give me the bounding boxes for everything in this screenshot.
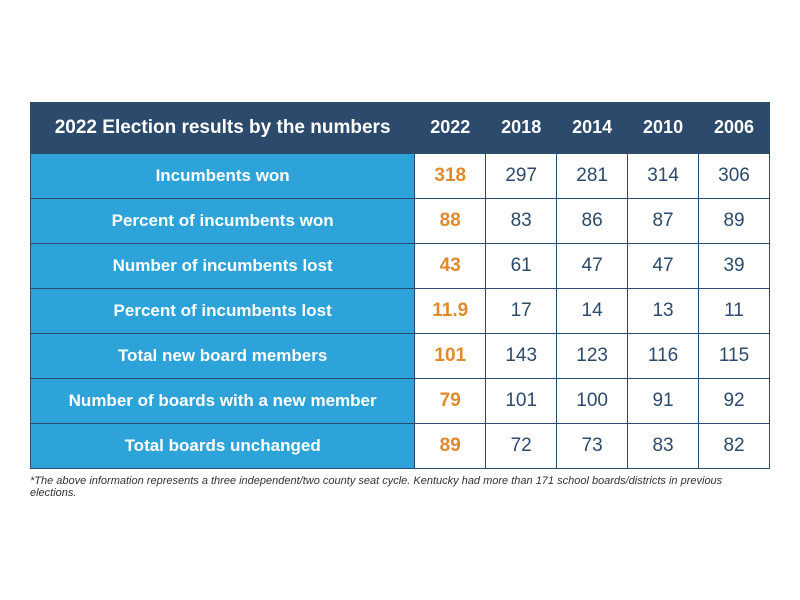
cell-value: 83	[486, 198, 557, 243]
cell-value: 43	[415, 243, 486, 288]
row-label: Total boards unchanged	[31, 423, 415, 468]
cell-value: 79	[415, 378, 486, 423]
cell-value: 115	[699, 333, 770, 378]
cell-value: 61	[486, 243, 557, 288]
cell-value: 143	[486, 333, 557, 378]
cell-value: 116	[628, 333, 699, 378]
year-header: 2010	[628, 102, 699, 153]
table-row: Total new board members101143123116115	[31, 333, 770, 378]
cell-value: 82	[699, 423, 770, 468]
year-header: 2006	[699, 102, 770, 153]
row-label: Percent of incumbents won	[31, 198, 415, 243]
footnote: *The above information represents a thre…	[0, 469, 800, 499]
year-header: 2018	[486, 102, 557, 153]
cell-value: 318	[415, 153, 486, 198]
row-label: Incumbents won	[31, 153, 415, 198]
cell-value: 314	[628, 153, 699, 198]
cell-value: 281	[557, 153, 628, 198]
cell-value: 47	[557, 243, 628, 288]
cell-value: 89	[699, 198, 770, 243]
cell-value: 123	[557, 333, 628, 378]
cell-value: 101	[415, 333, 486, 378]
election-results-table: 2022 Election results by the numbers 202…	[30, 102, 770, 469]
table-row: Percent of incumbents won8883868789	[31, 198, 770, 243]
cell-value: 83	[628, 423, 699, 468]
cell-value: 86	[557, 198, 628, 243]
cell-value: 89	[415, 423, 486, 468]
cell-value: 13	[628, 288, 699, 333]
cell-value: 11.9	[415, 288, 486, 333]
cell-value: 11	[699, 288, 770, 333]
row-label: Total new board members	[31, 333, 415, 378]
cell-value: 306	[699, 153, 770, 198]
row-label: Percent of incumbents lost	[31, 288, 415, 333]
table-title: 2022 Election results by the numbers	[31, 102, 415, 153]
cell-value: 14	[557, 288, 628, 333]
row-label: Number of boards with a new member	[31, 378, 415, 423]
row-label: Number of incumbents lost	[31, 243, 415, 288]
table-row: Total boards unchanged8972738382	[31, 423, 770, 468]
cell-value: 39	[699, 243, 770, 288]
cell-value: 17	[486, 288, 557, 333]
cell-value: 101	[486, 378, 557, 423]
table-row: Number of incumbents lost4361474739	[31, 243, 770, 288]
year-header: 2014	[557, 102, 628, 153]
cell-value: 297	[486, 153, 557, 198]
table-header-row: 2022 Election results by the numbers 202…	[31, 102, 770, 153]
table-row: Incumbents won318297281314306	[31, 153, 770, 198]
table-body: Incumbents won318297281314306Percent of …	[31, 153, 770, 468]
cell-value: 87	[628, 198, 699, 243]
cell-value: 73	[557, 423, 628, 468]
table-row: Number of boards with a new member791011…	[31, 378, 770, 423]
year-header: 2022	[415, 102, 486, 153]
cell-value: 91	[628, 378, 699, 423]
cell-value: 88	[415, 198, 486, 243]
cell-value: 100	[557, 378, 628, 423]
election-table-container: 2022 Election results by the numbers 202…	[0, 102, 800, 469]
cell-value: 47	[628, 243, 699, 288]
table-row: Percent of incumbents lost11.917141311	[31, 288, 770, 333]
cell-value: 72	[486, 423, 557, 468]
cell-value: 92	[699, 378, 770, 423]
